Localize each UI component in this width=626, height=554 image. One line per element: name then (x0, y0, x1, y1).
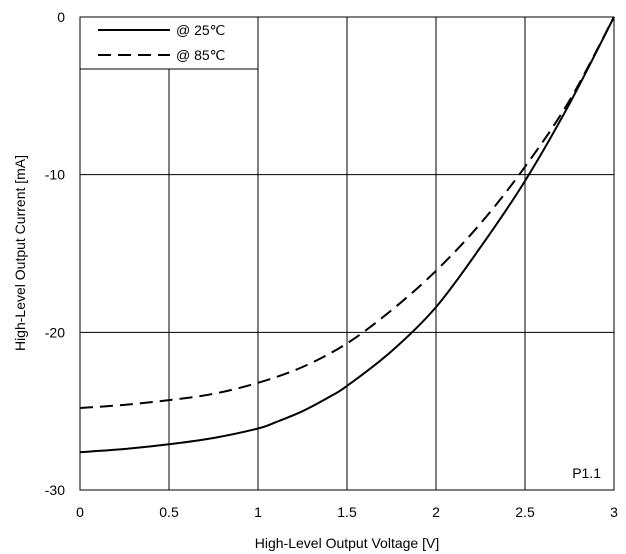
legend-label-25c: @ 25℃ (176, 22, 225, 38)
plot-series (79, 16, 615, 454)
series-line-85c (79, 16, 615, 410)
grid (80, 17, 614, 490)
x-axis-label: High-Level Output Voltage [V] (255, 535, 439, 551)
x-tick-label: 0.5 (159, 504, 179, 520)
legend-label-85c: @ 85℃ (176, 47, 225, 63)
plot-frame (79, 16, 615, 491)
y-tick-label: -20 (45, 324, 65, 340)
y-tick-label: 0 (57, 9, 65, 25)
series-line-25c (79, 16, 615, 454)
y-tick-label: -30 (45, 482, 65, 498)
x-tick-label: 1 (254, 504, 262, 520)
x-tick-label: 1.5 (337, 504, 357, 520)
x-tick-label: 0 (76, 504, 84, 520)
x-tick-label: 2.5 (515, 504, 535, 520)
y-tick-label: -10 (45, 167, 65, 183)
y-axis-label: High-Level Output Current [mA] (12, 155, 28, 351)
legend: @ 25℃ @ 85℃ (79, 16, 259, 70)
x-tick-label: 3 (610, 504, 618, 520)
tick-labels: 0 0.5 1 1.5 2 2.5 3 0 -10 -20 -30 (45, 9, 618, 520)
legend-box (79, 16, 259, 70)
annotation-label: P1.1 (572, 465, 601, 481)
x-tick-label: 2 (432, 504, 440, 520)
